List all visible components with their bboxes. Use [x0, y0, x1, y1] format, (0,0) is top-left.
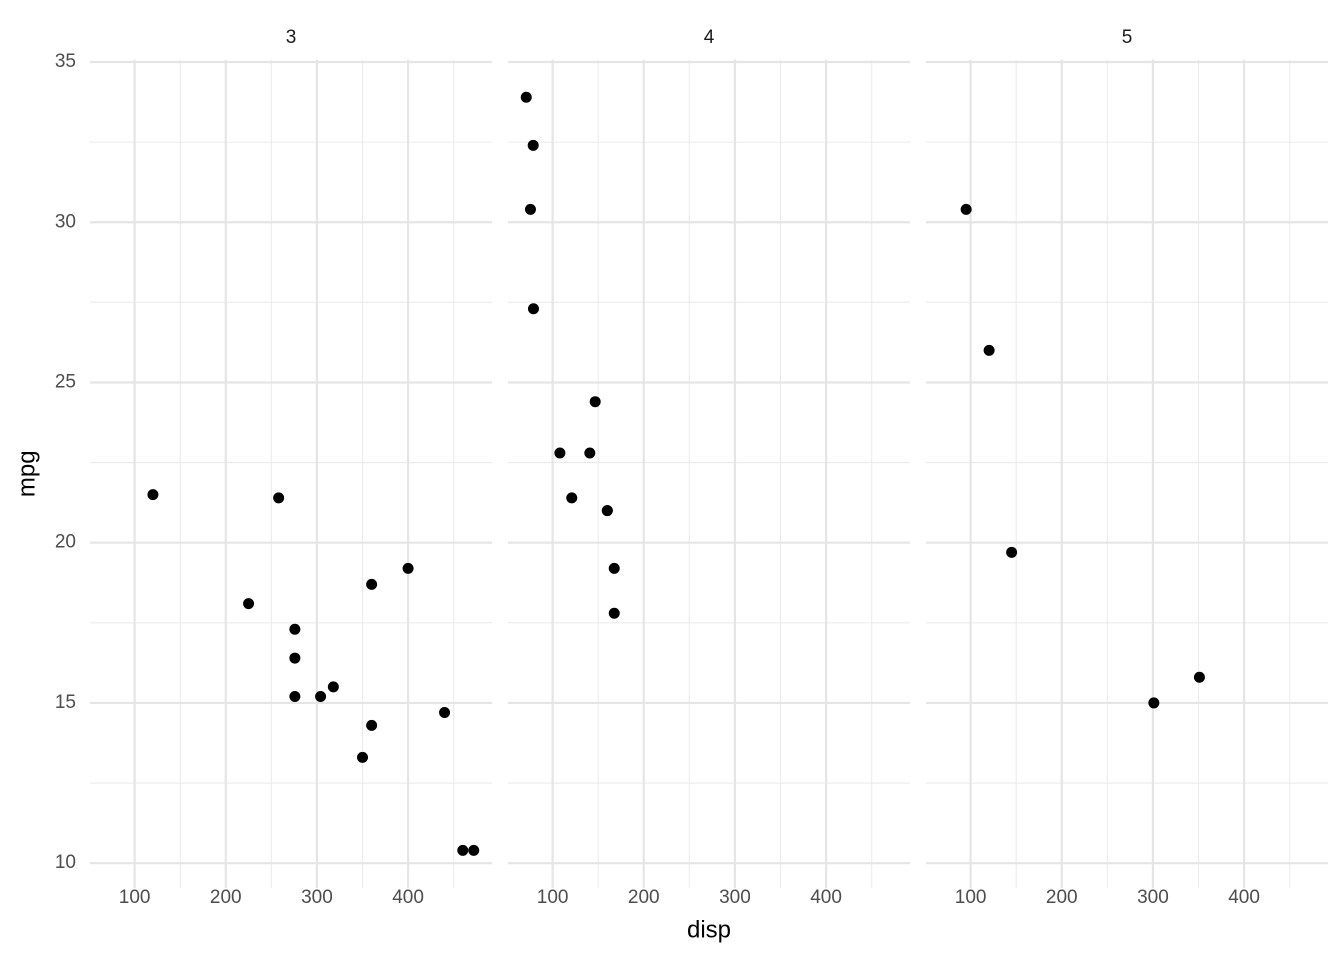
point [589, 396, 601, 408]
x-tick-label: 400 [1228, 887, 1260, 908]
y-tick-label: 10 [55, 852, 76, 873]
x-tick-label: 300 [719, 887, 751, 908]
point [601, 505, 613, 517]
point [366, 719, 378, 731]
point [439, 707, 451, 719]
point [554, 447, 566, 459]
y-tick-label: 15 [55, 692, 76, 713]
point [327, 681, 339, 693]
point [524, 203, 536, 215]
point [1006, 546, 1018, 558]
point [366, 578, 378, 590]
point [983, 344, 995, 356]
x-axis-title: disp [687, 916, 731, 943]
x-tick-label: 100 [537, 887, 569, 908]
point [289, 691, 301, 703]
x-tick-label: 300 [1137, 887, 1169, 908]
y-tick-label: 25 [55, 371, 76, 392]
strip-title: 4 [704, 27, 715, 48]
point [960, 203, 972, 215]
point [289, 652, 301, 664]
x-tick-label: 200 [210, 887, 242, 908]
point [147, 489, 159, 501]
x-tick-label: 400 [392, 887, 424, 908]
x-tick-label: 200 [628, 887, 660, 908]
point [527, 303, 539, 315]
strip-title: 3 [286, 27, 297, 48]
point [520, 91, 532, 103]
point [1148, 697, 1160, 709]
point [357, 751, 369, 763]
x-tick-label: 300 [301, 887, 333, 908]
point [457, 844, 469, 856]
y-tick-label: 35 [55, 51, 76, 72]
x-tick-label: 100 [119, 887, 151, 908]
point [608, 562, 620, 574]
x-tick-label: 200 [1046, 887, 1078, 908]
point [289, 623, 301, 635]
y-tick-label: 30 [55, 211, 76, 232]
point [566, 492, 578, 504]
point [1193, 671, 1205, 683]
y-tick-label: 20 [55, 532, 76, 553]
point [243, 598, 255, 610]
point [402, 562, 414, 574]
strip-title: 5 [1122, 27, 1133, 48]
point [315, 691, 327, 703]
point [527, 139, 539, 151]
y-axis-title: mpg [13, 450, 40, 497]
x-tick-label: 100 [955, 887, 987, 908]
x-tick-label: 400 [810, 887, 842, 908]
point [273, 492, 285, 504]
point [468, 844, 480, 856]
point [608, 607, 620, 619]
point [584, 447, 596, 459]
